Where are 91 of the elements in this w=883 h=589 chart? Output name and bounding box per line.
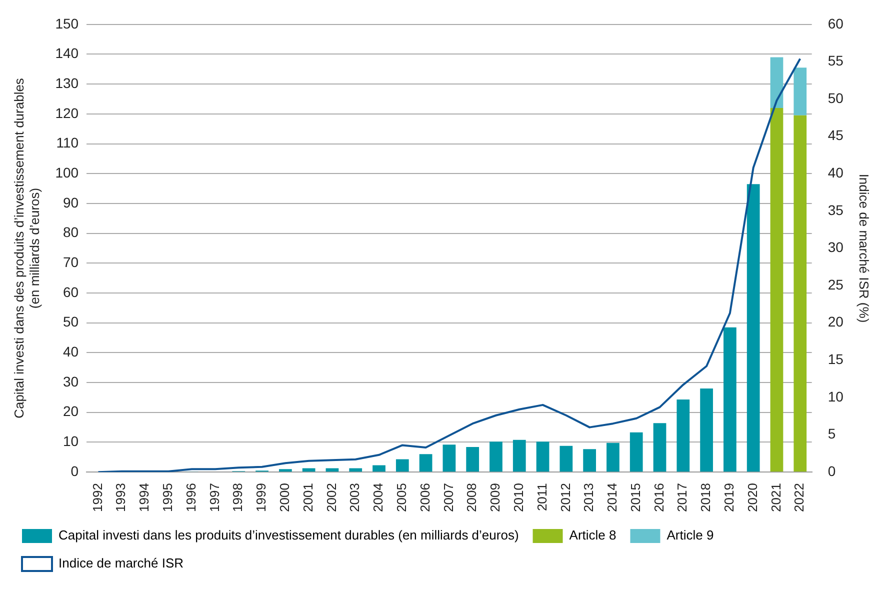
- bar: [770, 108, 784, 472]
- y-tick-label: 120: [55, 104, 79, 121]
- bar: [536, 442, 550, 472]
- y2-tick-label: 10: [828, 388, 844, 404]
- y-tick-label: 150: [55, 15, 79, 32]
- x-tick-label: 1998: [230, 483, 246, 512]
- bar: [653, 423, 666, 472]
- x-tick-label: 1995: [160, 483, 176, 512]
- x-tick-label: 2019: [722, 483, 737, 512]
- bar: [630, 432, 643, 472]
- y2-tick-label: 30: [828, 239, 844, 256]
- bar: [583, 449, 596, 472]
- bar: [490, 442, 502, 472]
- bar: [372, 465, 386, 472]
- x-tick-label: 2005: [394, 483, 409, 512]
- bar: [326, 468, 339, 472]
- x-tick-label: 2002: [324, 483, 339, 512]
- y-tick-label: 140: [55, 45, 79, 62]
- x-tick-label: 2006: [417, 483, 432, 512]
- y2-tick-label: 25: [828, 276, 844, 292]
- bar: [606, 442, 620, 472]
- bar: [770, 57, 784, 108]
- bar: [746, 184, 760, 472]
- y-tick-label: 110: [56, 134, 79, 151]
- bar: [700, 388, 713, 472]
- y-axis-title: Capital investi dans des produits d’investissement durables (en milliards d’euros): [11, 78, 42, 418]
- y2-tick-label: 45: [828, 127, 844, 144]
- y2-tick-label: 40: [828, 164, 844, 180]
- y-tick-label: 40: [62, 344, 79, 360]
- x-tick-label: 2016: [651, 483, 666, 512]
- x-tick-label: 2017: [674, 483, 690, 512]
- x-tick-label: 2018: [698, 483, 714, 512]
- y2-tick-label: 0: [828, 462, 836, 479]
- bar: [466, 447, 480, 472]
- y-tick-label: 30: [62, 373, 79, 390]
- x-tick-label: 1996: [183, 483, 198, 512]
- y2-axis-title: Indice de marché ISR (%): [856, 174, 872, 323]
- bar: [396, 459, 409, 472]
- y-tick-label: 0: [70, 462, 79, 479]
- x-tick-label: 1993: [113, 483, 128, 512]
- bar: [349, 468, 362, 472]
- legend-label: Article 9: [666, 528, 714, 543]
- y-tick-label: 80: [62, 224, 79, 240]
- y-tick-label: 100: [55, 164, 79, 180]
- x-tick-label: 2007: [440, 483, 456, 512]
- legend-label: Indice de marché ISR: [58, 556, 184, 571]
- y-tick-label: 70: [62, 254, 79, 270]
- y-tick-label: 50: [62, 314, 79, 330]
- y2-tick-label: 50: [828, 90, 844, 106]
- bar: [302, 468, 316, 472]
- bar: [676, 400, 690, 472]
- x-tick-label: 2008: [464, 483, 480, 512]
- bar: [419, 454, 432, 472]
- y-tick-label: 10: [62, 433, 79, 450]
- x-tick-label: 2011: [534, 483, 550, 512]
- x-tick-label: 2004: [370, 483, 386, 512]
- y-tick-label: 60: [62, 284, 79, 300]
- x-tick-label: 2022: [792, 483, 807, 512]
- bar: [442, 444, 456, 472]
- x-tick-label: 1992: [90, 483, 105, 512]
- x-tick-label: 2014: [604, 483, 620, 512]
- x-tick-label: 1997: [206, 483, 222, 512]
- y-tick-label: 130: [55, 74, 79, 91]
- bar: [794, 115, 807, 472]
- y2-tick-label: 5: [828, 426, 836, 442]
- legend-label: Article 8: [569, 528, 616, 543]
- x-tick-label: 2009: [488, 483, 503, 512]
- y-tick-label: 20: [62, 403, 79, 420]
- y2-tick-label: 15: [828, 351, 844, 368]
- y2-tick-label: 55: [828, 52, 844, 69]
- x-tick-label: 2010: [510, 483, 526, 512]
- x-tick-label: 2003: [347, 483, 362, 512]
- x-tick-label: 2013: [581, 483, 596, 512]
- bar: [794, 68, 807, 116]
- x-tick-label: 2015: [628, 483, 643, 512]
- x-tick-label: 1999: [254, 483, 269, 512]
- x-tick-label: 2000: [277, 483, 292, 512]
- bar: [512, 440, 526, 472]
- x-tick-label: 2001: [300, 483, 316, 512]
- x-tick-label: 2012: [558, 483, 573, 512]
- legend-label: Capital investi dans les produits d’investissement durables (en milliards d’euros): [58, 528, 519, 543]
- x-tick-label: 1994: [136, 483, 152, 512]
- y2-tick-label: 60: [828, 15, 844, 32]
- bar: [724, 327, 736, 472]
- x-tick-label: 2021: [768, 483, 784, 512]
- y2-tick-label: 35: [828, 202, 844, 218]
- x-tick-label: 2020: [744, 483, 760, 512]
- y-tick-label: 90: [62, 194, 79, 210]
- bar: [560, 446, 573, 472]
- bar: [278, 469, 292, 472]
- y2-tick-label: 20: [828, 314, 844, 330]
